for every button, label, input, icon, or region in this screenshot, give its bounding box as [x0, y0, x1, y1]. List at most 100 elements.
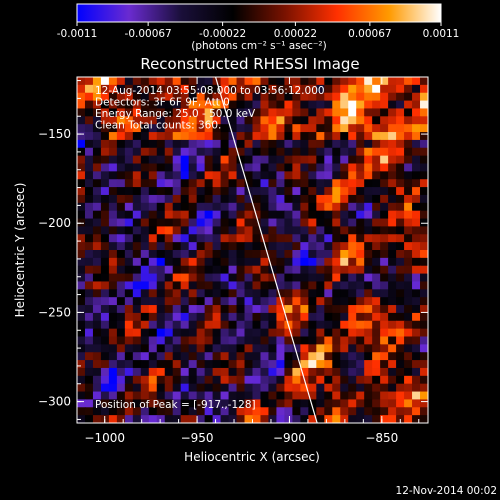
heatmap-cell	[404, 344, 413, 353]
heatmap-cell	[308, 344, 317, 353]
heatmap-cell	[164, 163, 174, 172]
heatmap-cell	[77, 202, 86, 212]
heatmap-cell	[196, 100, 206, 110]
heatmap-cell	[116, 367, 126, 377]
heatmap-cell	[348, 265, 357, 275]
heatmap-cell	[308, 155, 317, 165]
heatmap-cell	[380, 250, 389, 259]
heatmap-cell	[372, 100, 381, 110]
heatmap-cell	[164, 257, 174, 267]
heatmap-cell	[204, 155, 214, 165]
heatmap-cell	[196, 383, 206, 393]
heatmap-cell	[164, 202, 174, 212]
heatmap-cell	[196, 226, 206, 235]
heatmap-cell	[124, 139, 134, 149]
heatmap-cell	[180, 265, 190, 275]
heatmap-cell	[276, 147, 286, 157]
heatmap-cell	[108, 367, 118, 377]
heatmap-cell	[116, 171, 126, 180]
heatmap-cell	[388, 273, 397, 283]
heatmap-cell	[292, 312, 301, 322]
heatmap-cell	[412, 171, 421, 180]
heatmap-cell	[340, 108, 349, 117]
heatmap-cell	[324, 242, 333, 251]
heatmap-cell	[412, 187, 421, 196]
heatmap-cell	[372, 194, 381, 204]
heatmap-cell	[316, 210, 325, 220]
heatmap-cell	[404, 383, 413, 393]
heatmap-cell	[180, 124, 190, 133]
heatmap-cell	[412, 194, 421, 204]
heatmap-cell	[244, 155, 254, 165]
heatmap-cell	[420, 187, 428, 196]
heatmap-cell	[404, 77, 413, 86]
heatmap-cell	[412, 391, 421, 401]
heatmap-cell	[84, 124, 94, 133]
heatmap-cell	[204, 124, 214, 133]
heatmap-cell	[124, 250, 134, 259]
heatmap-cell	[108, 312, 118, 322]
heatmap-cell	[220, 383, 230, 393]
heatmap-cell	[220, 344, 230, 353]
heatmap-cell	[156, 179, 166, 188]
heatmap-cell	[124, 187, 134, 196]
heatmap-cell	[340, 226, 349, 235]
heatmap-cell	[132, 281, 142, 290]
heatmap-cell	[148, 320, 158, 330]
heatmap-cell	[100, 391, 110, 401]
heatmap-cell	[380, 210, 389, 220]
heatmap-cell	[372, 375, 381, 385]
heatmap-cell	[348, 202, 357, 212]
heatmap-cell	[132, 265, 142, 275]
heatmap-cell	[148, 147, 158, 157]
heatmap-cell	[148, 383, 158, 393]
heatmap-cell	[212, 336, 222, 345]
colorbar-tick-label: 0.00022	[274, 28, 317, 40]
heatmap-cell	[412, 344, 421, 353]
heatmap-cell	[204, 234, 214, 243]
heatmap-cell	[196, 257, 206, 267]
heatmap-cell	[124, 289, 134, 298]
heatmap-cell	[420, 281, 428, 290]
heatmap-cell	[77, 367, 86, 377]
heatmap-cell	[180, 375, 190, 385]
heatmap-cell	[77, 281, 86, 290]
heatmap-cell	[244, 139, 254, 149]
heatmap-cell	[84, 171, 94, 180]
heatmap-cell	[228, 84, 238, 94]
heatmap-cell	[316, 391, 325, 401]
heatmap-cell	[380, 234, 389, 243]
heatmap-cell	[100, 124, 110, 133]
heatmap-cell	[188, 218, 198, 228]
heatmap-cell	[116, 187, 126, 196]
heatmap-cell	[324, 265, 333, 275]
heatmap-cell	[172, 320, 182, 330]
heatmap-cell	[252, 305, 262, 314]
heatmap-cell	[324, 116, 333, 125]
heatmap-cell	[420, 312, 428, 322]
heatmap-cell	[220, 92, 230, 102]
heatmap-cell	[100, 202, 110, 212]
heatmap-cell	[268, 289, 278, 298]
heatmap-cell	[148, 242, 158, 251]
heatmap-cell	[420, 415, 428, 423]
heatmap-cell	[77, 257, 86, 267]
heatmap-cell	[132, 179, 142, 188]
heatmap-cell	[108, 194, 118, 204]
heatmap-cell	[316, 202, 325, 212]
heatmap-cell	[156, 391, 166, 401]
heatmap-cell	[380, 328, 389, 338]
heatmap-cell	[156, 352, 166, 361]
heatmap-cell	[332, 352, 341, 361]
heatmap-cell	[340, 77, 349, 86]
heatmap-cell	[196, 289, 206, 298]
heatmap-cell	[388, 92, 397, 102]
heatmap-cell	[228, 415, 238, 423]
heatmap-cell	[284, 202, 293, 212]
heatmap-cell	[332, 84, 341, 94]
heatmap-cell	[164, 281, 174, 290]
heatmap-cell	[100, 147, 110, 157]
heatmap-cell	[204, 77, 214, 86]
heatmap-cell	[276, 116, 286, 125]
heatmap-cell	[308, 194, 317, 204]
